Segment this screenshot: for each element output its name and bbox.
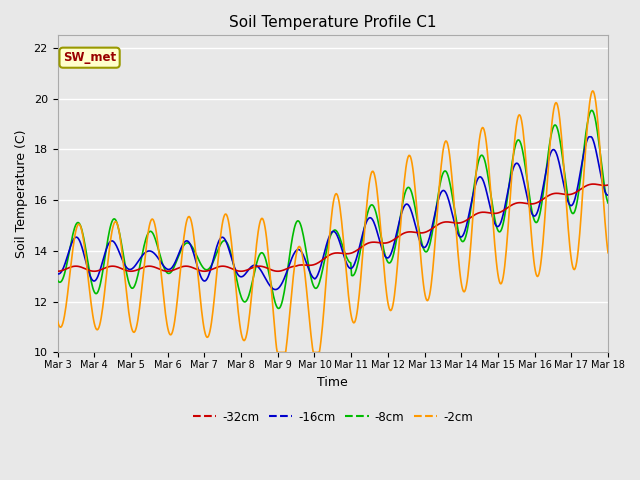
Legend: -32cm, -16cm, -8cm, -2cm: -32cm, -16cm, -8cm, -2cm: [188, 406, 477, 428]
Text: SW_met: SW_met: [63, 51, 116, 64]
X-axis label: Time: Time: [317, 376, 348, 389]
Y-axis label: Soil Temperature (C): Soil Temperature (C): [15, 130, 28, 258]
Title: Soil Temperature Profile C1: Soil Temperature Profile C1: [229, 15, 436, 30]
